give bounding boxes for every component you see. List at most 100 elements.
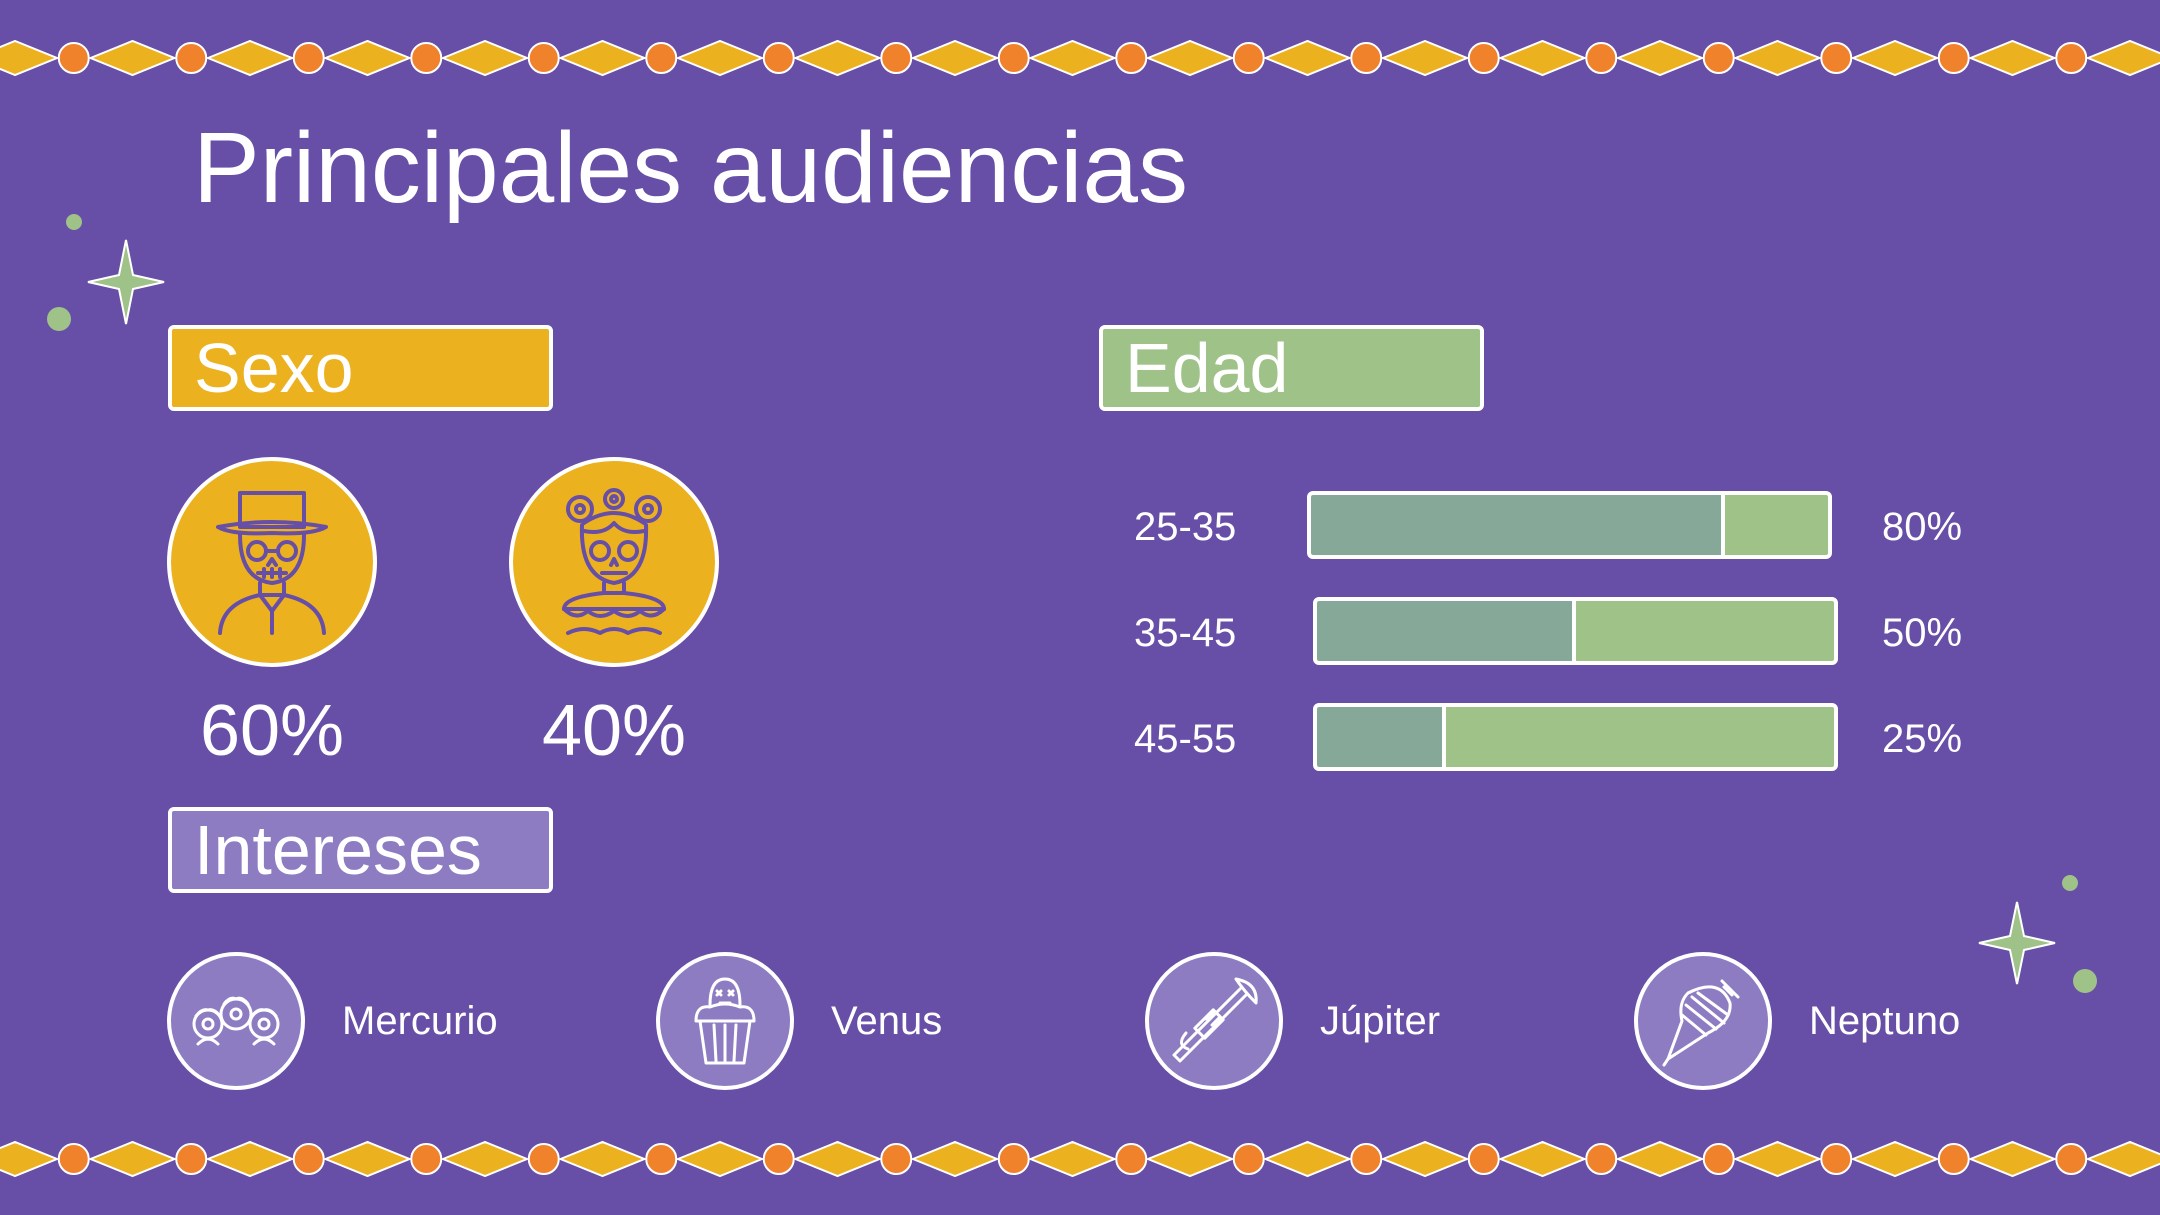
age-bar-track — [1313, 703, 1838, 771]
border-dot — [527, 42, 560, 74]
sparkle-decoration-left — [47, 214, 165, 331]
sparkle-decoration-right — [1978, 875, 2097, 993]
male-audience-circle — [167, 457, 377, 667]
border-dot — [57, 1143, 90, 1175]
decorative-border-bottom — [0, 1140, 2160, 1178]
border-dot — [997, 42, 1030, 74]
border-diamond — [557, 39, 648, 77]
age-row: 25-35 80% — [0, 491, 2160, 561]
border-diamond — [440, 39, 530, 77]
border-diamond — [1732, 1140, 1823, 1178]
age-row: 35-45 50% — [0, 597, 2160, 667]
border-diamond — [205, 1140, 295, 1178]
age-bar-fill — [1317, 707, 1447, 767]
border-dot — [292, 42, 325, 74]
interest-icon-circle — [1145, 952, 1283, 1090]
catrina-woman-icon — [562, 488, 666, 635]
border-diamond — [440, 1140, 530, 1178]
interest-label: Venus — [831, 999, 943, 1043]
interest-label: Júpiter — [1320, 999, 1441, 1043]
border-diamond — [1380, 39, 1470, 77]
section-label-sexo: Sexo — [168, 325, 553, 411]
catrin-man-icon — [216, 491, 328, 635]
section-label-intereses: Intereses — [168, 807, 553, 893]
border-dot — [1702, 42, 1735, 74]
border-diamond — [322, 39, 413, 77]
border-diamond — [0, 39, 60, 77]
border-dot — [1585, 1143, 1618, 1175]
age-bar-track — [1313, 597, 1838, 665]
border-dot — [175, 1143, 208, 1175]
border-dot — [2055, 42, 2088, 74]
border-dot — [1350, 42, 1383, 74]
border-diamond — [1497, 39, 1588, 77]
border-diamond — [1850, 1140, 1940, 1178]
border-dot — [1232, 42, 1265, 74]
border-diamond — [1615, 39, 1705, 77]
border-dot — [57, 42, 90, 74]
border-diamond — [557, 1140, 648, 1178]
border-diamond — [1027, 1140, 1118, 1178]
age-bar-fill — [1317, 601, 1576, 661]
border-dot — [1937, 42, 1970, 74]
border-dot — [997, 1143, 1030, 1175]
border-dot — [1115, 1143, 1148, 1175]
interest-icon-circle — [167, 952, 305, 1090]
border-diamond — [1145, 1140, 1235, 1178]
border-diamond — [1262, 39, 1353, 77]
border-dot — [880, 42, 913, 74]
border-dot — [1467, 42, 1500, 74]
age-bar-track — [1307, 491, 1832, 559]
trumpet-icon — [1172, 977, 1258, 1063]
male-percentage: 60% — [199, 691, 345, 771]
border-diamond — [1967, 39, 2058, 77]
border-dot — [880, 1143, 913, 1175]
border-diamond — [2085, 39, 2160, 77]
interest-icon-circle — [656, 952, 794, 1090]
border-dot — [1702, 1143, 1735, 1175]
page-title: Principales audiencias — [193, 112, 1189, 224]
border-dot — [762, 1143, 795, 1175]
age-percentage: 80% — [1882, 505, 1963, 549]
age-percentage: 25% — [1882, 717, 1963, 761]
border-dot — [1585, 42, 1618, 74]
border-diamond — [205, 39, 295, 77]
female-percentage: 40% — [541, 691, 687, 771]
border-dot — [292, 1143, 325, 1175]
border-diamond — [0, 1140, 60, 1178]
border-diamond — [1497, 1140, 1588, 1178]
border-dot — [645, 1143, 678, 1175]
interest-label: Mercurio — [342, 999, 498, 1043]
skull-cupcake-icon — [694, 977, 756, 1065]
border-diamond — [1850, 39, 1940, 77]
section-label-edad: Edad — [1099, 325, 1484, 411]
border-diamond — [1615, 1140, 1705, 1178]
border-dot — [410, 42, 443, 74]
border-diamond — [2085, 1140, 2160, 1178]
border-diamond — [1262, 1140, 1353, 1178]
border-diamond — [1732, 39, 1823, 77]
border-diamond — [910, 1140, 1000, 1178]
border-diamond — [792, 1140, 883, 1178]
age-percentage: 50% — [1882, 611, 1963, 655]
border-dot — [1115, 42, 1148, 74]
border-diamond — [1967, 1140, 2058, 1178]
interest-label: Neptuno — [1809, 999, 1961, 1043]
border-diamond — [322, 1140, 413, 1178]
border-diamond — [1027, 39, 1118, 77]
border-diamond — [675, 39, 765, 77]
border-diamond — [1145, 39, 1235, 77]
border-dot — [1467, 1143, 1500, 1175]
age-range-label: 35-45 — [1134, 611, 1237, 655]
decorative-border-top — [0, 39, 2160, 77]
border-dot — [1232, 1143, 1265, 1175]
border-dot — [1350, 1143, 1383, 1175]
border-diamond — [792, 39, 883, 77]
border-dot — [645, 42, 678, 74]
age-row: 45-55 25% — [0, 703, 2160, 773]
age-range-label: 25-35 — [1134, 505, 1237, 549]
border-dot — [1937, 1143, 1970, 1175]
border-dot — [1820, 1143, 1853, 1175]
age-bar-fill — [1311, 495, 1725, 555]
spinning-top-icon — [1662, 979, 1740, 1067]
